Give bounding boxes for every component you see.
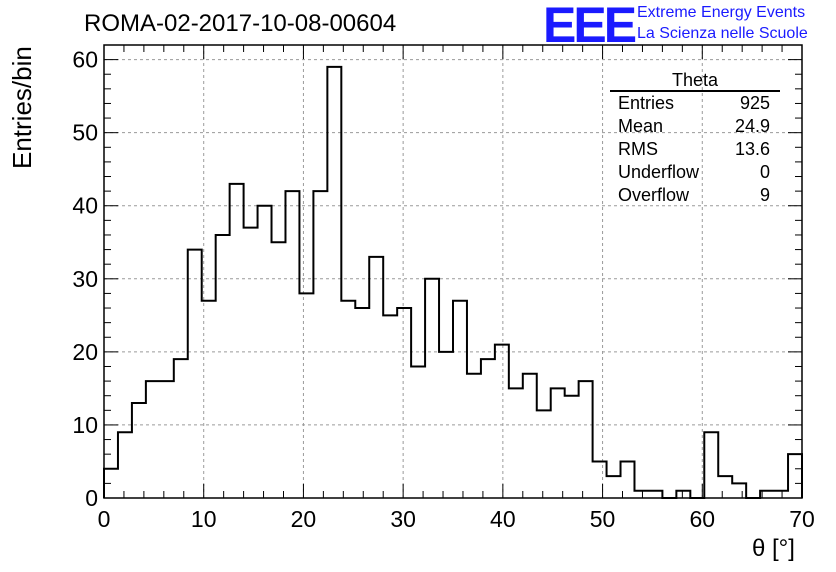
stats-label: RMS xyxy=(618,139,658,159)
logo-subtitle-1: Extreme Energy Events xyxy=(637,4,806,21)
plot-frame xyxy=(103,44,803,499)
x-tick-label: 0 xyxy=(98,506,111,532)
chart-title: ROMA-02-2017-10-08-00604 xyxy=(84,10,397,37)
x-tick-label: 50 xyxy=(590,506,616,532)
y-tick-label: 10 xyxy=(72,412,98,438)
x-tick-label: 70 xyxy=(789,506,815,532)
stats-value: 0 xyxy=(759,162,770,182)
y-tick-label: 20 xyxy=(72,339,98,365)
eee-logo: EEE xyxy=(543,0,637,53)
stats-row: Underflow 0 xyxy=(610,161,780,184)
logo-subtitle-2: La Scienza nelle Scuole xyxy=(637,25,808,42)
stats-label: Overflow xyxy=(618,185,690,205)
y-axis-label: Entries/bin xyxy=(7,46,37,169)
stats-value: 13.6 xyxy=(734,139,770,159)
stats-box: Theta Entries 925 Mean 24.9 RMS 13.6 Und… xyxy=(610,70,780,207)
y-tick-label: 0 xyxy=(85,485,98,511)
x-axis-label: θ [°] xyxy=(752,535,795,562)
stats-value: 24.9 xyxy=(734,116,770,136)
stats-value: 9 xyxy=(759,185,770,205)
y-tick-label: 40 xyxy=(72,193,98,219)
y-tick-label: 50 xyxy=(72,120,98,146)
stats-row: Overflow 9 xyxy=(610,184,780,207)
y-tick-label: 30 xyxy=(72,266,98,292)
x-tick-label: 10 xyxy=(191,506,217,532)
y-tick-label: 60 xyxy=(72,47,98,73)
stats-value: 925 xyxy=(739,93,770,113)
stats-row: Mean 24.9 xyxy=(610,115,780,138)
histogram-series xyxy=(103,65,803,499)
stats-label: Entries xyxy=(618,93,675,113)
stats-row: Entries 925 xyxy=(610,92,780,115)
stats-row: RMS 13.6 xyxy=(610,138,780,161)
x-tick-label: 30 xyxy=(390,506,416,532)
stats-label: Mean xyxy=(618,116,664,136)
x-tick-label: 60 xyxy=(689,506,715,532)
x-tick-label: 40 xyxy=(490,506,516,532)
stats-label: Underflow xyxy=(618,162,700,182)
x-tick-label: 20 xyxy=(291,506,317,532)
stats-title: Theta xyxy=(610,70,780,92)
